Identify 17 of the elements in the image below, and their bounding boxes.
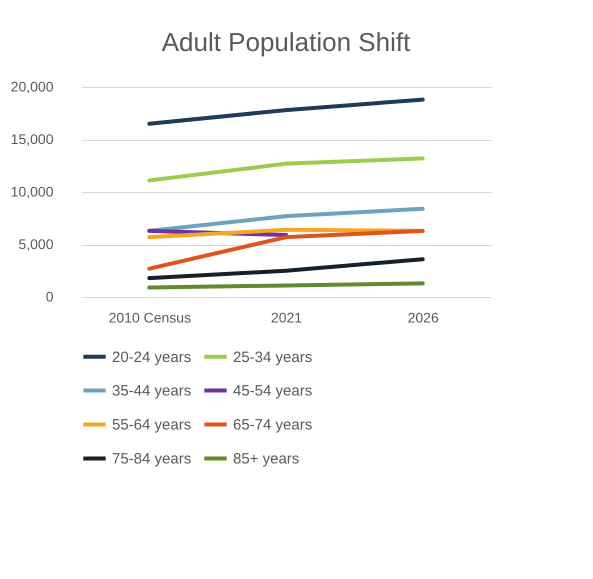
x-tick-label: 2021 bbox=[270, 310, 302, 326]
y-tick-label: 0 bbox=[46, 288, 54, 304]
legend-label: 65-74 years bbox=[233, 416, 312, 434]
legend-label: 55-64 years bbox=[112, 416, 192, 434]
x-tick-label: 2026 bbox=[408, 310, 439, 326]
chart-title: Adult Population Shift bbox=[162, 27, 412, 57]
legend-label: 20-24 years bbox=[112, 348, 192, 366]
legend-label: 35-44 years bbox=[112, 382, 192, 400]
legend-label: 85+ years bbox=[233, 450, 300, 468]
y-tick-label: 5,000 bbox=[18, 236, 54, 252]
y-tick-label: 15,000 bbox=[10, 131, 54, 147]
legend-label: 25-34 years bbox=[233, 348, 312, 366]
legend-label: 45-54 years bbox=[233, 382, 312, 400]
x-tick-label: 2010 Census bbox=[108, 310, 192, 326]
y-tick-label: 10,000 bbox=[10, 184, 54, 200]
y-tick-label: 20,000 bbox=[10, 78, 54, 94]
legend-label: 75-84 years bbox=[112, 450, 192, 468]
